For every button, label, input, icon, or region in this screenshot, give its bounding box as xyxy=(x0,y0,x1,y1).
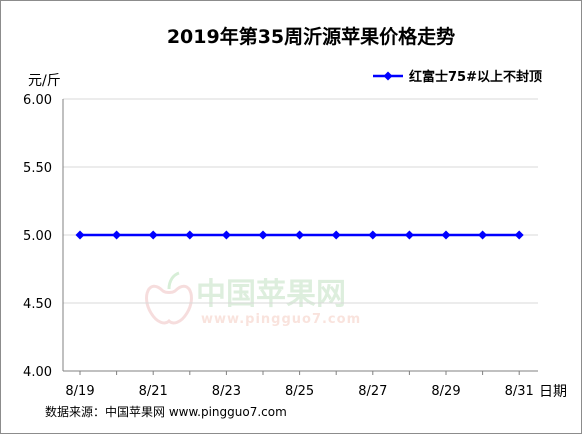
legend-label: 红富士75#以上不封顶 xyxy=(409,69,542,85)
x-tick-label: 8/23 xyxy=(212,384,241,399)
data-point xyxy=(112,230,122,240)
watermark: 中国苹果网 www.pingguo7.com xyxy=(145,271,361,327)
data-point xyxy=(221,230,231,240)
y-tick-label: 5.00 xyxy=(23,229,52,244)
x-axis-label: 日期 xyxy=(539,384,567,400)
data-point xyxy=(75,230,85,240)
data-point xyxy=(331,230,341,240)
data-source-note: 数据来源：中国苹果网 www.pingguo7.com xyxy=(45,405,287,419)
apple-logo-icon xyxy=(145,271,193,325)
svg-text:www.pingguo7.com: www.pingguo7.com xyxy=(201,312,361,327)
svg-text:中国苹果网: 中国苹果网 xyxy=(196,277,346,312)
legend-swatch-marker xyxy=(383,71,393,81)
data-point xyxy=(148,230,158,240)
y-axis-label: 元/斤 xyxy=(28,73,61,89)
y-tick-label: 4.00 xyxy=(23,365,52,380)
data-point xyxy=(258,230,268,240)
y-tick-label: 6.00 xyxy=(23,93,52,108)
data-point xyxy=(368,230,378,240)
x-tick-label: 8/31 xyxy=(505,384,534,399)
x-tick-label: 8/25 xyxy=(285,384,314,399)
chart-title: 2019年第35周沂源苹果价格走势 xyxy=(167,25,455,48)
data-point xyxy=(441,230,451,240)
data-point xyxy=(404,230,414,240)
data-point xyxy=(185,230,195,240)
x-tick-label: 8/27 xyxy=(358,384,387,399)
data-point xyxy=(295,230,305,240)
x-tick-label: 8/19 xyxy=(65,384,94,399)
data-point xyxy=(514,230,524,240)
data-point xyxy=(478,230,488,240)
x-tick-label: 8/29 xyxy=(431,384,460,399)
x-tick-label: 8/21 xyxy=(139,384,168,399)
y-tick-label: 4.50 xyxy=(23,297,52,312)
y-tick-label: 5.50 xyxy=(23,161,52,176)
